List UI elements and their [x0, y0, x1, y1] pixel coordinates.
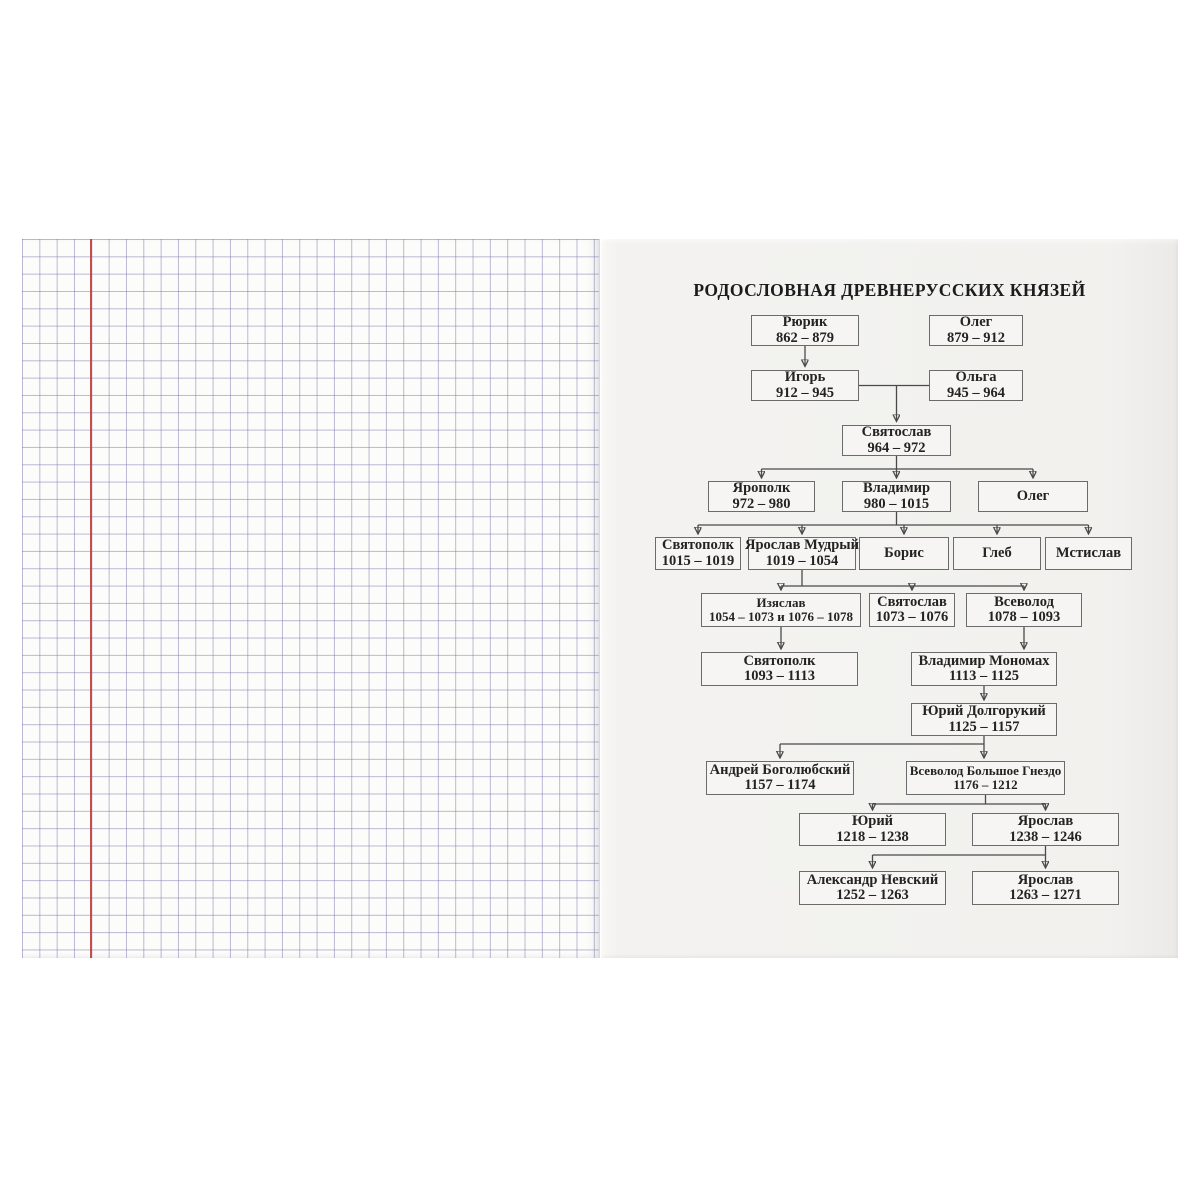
left-squared-page	[22, 239, 600, 958]
tree-node-svyatopolk-1: Святополк 1015 – 1019	[655, 537, 741, 570]
tree-node-yaroslav-mudry: Ярослав Мудрый 1019 – 1054	[745, 537, 859, 570]
tree-node-ryurik: Рюрик 862 – 879	[751, 314, 859, 346]
tree-node-yaroslav-2: Ярослав 1238 – 1246	[972, 813, 1119, 846]
tree-node-vsevolod-bolshoe-gnezdo: Всеволод Большое Гнездо 1176 – 1212	[906, 761, 1065, 795]
tree-node-svyatopolk-2: Святополк 1093 – 1113	[701, 652, 858, 686]
diagram-title: РОДОСЛОВНАЯ ДРЕВНЕРУССКИХ КНЯЗЕЙ	[693, 280, 1086, 300]
tree-node-boris: Борис	[859, 537, 949, 570]
tree-node-vladimir-1: Владимир 980 – 1015	[842, 480, 951, 512]
red-margin-line	[90, 239, 92, 958]
tree-node-olga: Ольга 945 – 964	[929, 369, 1023, 401]
tree-connectors	[601, 346, 1178, 958]
tree-node-yuri-dolgoruky: Юрий Долгорукий 1125 – 1157	[911, 703, 1057, 736]
tree-node-gleb: Глеб	[953, 537, 1041, 570]
tree-node-vladimir-monomakh: Владимир Мономах 1113 – 1125	[911, 652, 1057, 686]
tree-node-yaroslav-3: Ярослав 1263 – 1271	[972, 871, 1119, 905]
right-diagram-page: РОДОСЛОВНАЯ ДРЕВНЕРУССКИХ КНЯЗЕЙ	[601, 239, 1178, 958]
tree-node-igor: Игорь 912 – 945	[751, 369, 859, 401]
tree-node-andrey-bogolyubsky: Андрей Боголюбский 1157 – 1174	[706, 761, 854, 795]
tree-node-vsevolod: Всеволод 1078 – 1093	[966, 593, 1082, 627]
tree-node-yuri-2: Юрий 1218 – 1238	[799, 813, 946, 846]
tree-node-yaropolk: Ярополк 972 – 980	[708, 480, 815, 512]
tree-node-mstislav: Мстислав	[1045, 537, 1132, 570]
tree-node-oleg-1: Олег 879 – 912	[929, 314, 1023, 346]
tree-node-alexander-nevsky: Александр Невский 1252 – 1263	[799, 871, 946, 905]
tree-node-svyatoslav-1: Святослав 964 – 972	[842, 424, 951, 456]
tree-node-svyatoslav-2: Святослав 1073 – 1076	[869, 593, 955, 627]
tree-node-izyaslav: Изяслав 1054 – 1073 и 1076 – 1078	[701, 593, 861, 627]
tree-node-oleg-2: Олег	[978, 481, 1088, 512]
